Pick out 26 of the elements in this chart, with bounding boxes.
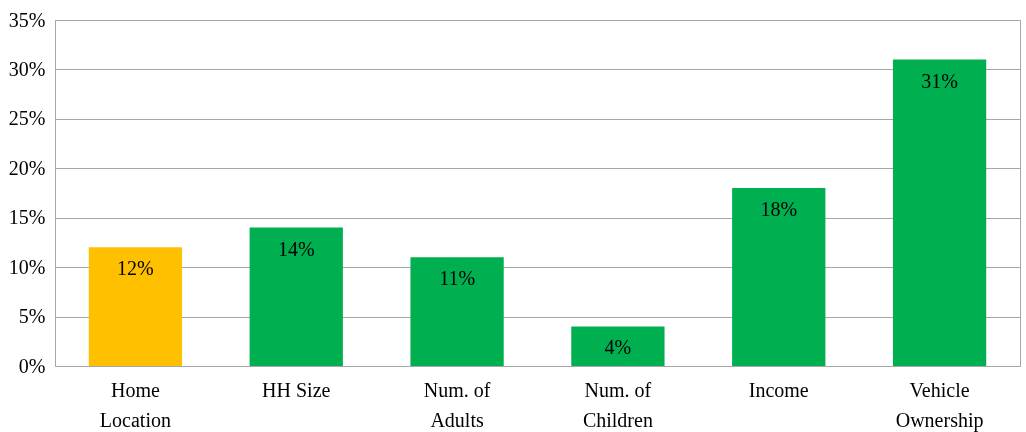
- data-label: 31%: [921, 69, 958, 92]
- data-label: 11%: [439, 267, 476, 290]
- bar: [892, 59, 987, 366]
- data-label: 14%: [277, 237, 315, 260]
- bar: [571, 326, 665, 366]
- x-tick-label: Num. of Children: [582, 378, 653, 431]
- y-tick-label: 0%: [18, 354, 46, 377]
- data-label: 4%: [604, 336, 632, 359]
- bar: [88, 247, 183, 366]
- y-tick-label: 25%: [8, 107, 46, 130]
- bar: [410, 257, 504, 366]
- x-tick-label: Vehicle Ownership: [895, 378, 984, 432]
- y-tick-label: 15%: [8, 206, 46, 229]
- bar: [249, 227, 343, 366]
- y-tick-label: 5%: [18, 305, 46, 328]
- y-tick-label: 10%: [8, 255, 46, 278]
- x-tick-label: Home Location: [99, 378, 171, 431]
- x-tick-label: Income: [748, 378, 809, 401]
- data-label: 18%: [760, 198, 798, 221]
- y-tick-label: 35%: [8, 8, 46, 31]
- x-tick-label: HH Size: [262, 378, 331, 401]
- data-label: 12%: [117, 257, 154, 280]
- y-tick-label: 20%: [8, 156, 46, 179]
- y-tick-label: 30%: [8, 57, 46, 80]
- x-tick-label: Num. of Adults: [423, 378, 491, 431]
- bar: [732, 188, 826, 366]
